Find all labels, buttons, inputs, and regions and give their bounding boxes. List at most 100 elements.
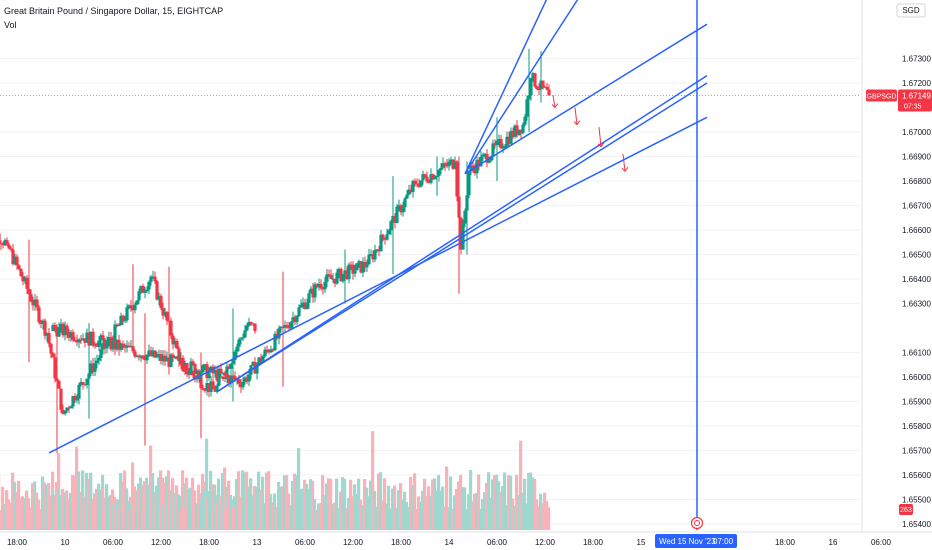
candle-body [233, 376, 237, 380]
volume-bar [53, 505, 57, 530]
candle-body [509, 131, 513, 144]
candle [45, 332, 49, 342]
candle [107, 331, 111, 342]
volume-bar [431, 479, 435, 530]
countdown-text: 07:35 [904, 103, 922, 110]
volume-bar [329, 478, 333, 530]
candle [173, 355, 177, 360]
down-arrow[interactable] [573, 107, 581, 126]
candle-body [77, 339, 81, 343]
volume-bar [209, 470, 213, 530]
volume-bar [75, 446, 79, 530]
time-tick-label: 06:00 [487, 538, 508, 547]
trend-line[interactable] [464, 0, 559, 174]
candle-body [519, 129, 523, 134]
volume-bar [539, 493, 543, 530]
candle-body [317, 283, 321, 288]
candle-body [83, 384, 87, 386]
volume-bar [445, 466, 449, 530]
volume-bar [209, 500, 213, 530]
candle [285, 321, 289, 329]
candle-body [143, 291, 147, 293]
candle [161, 302, 165, 320]
candle [341, 273, 345, 284]
candle-body [219, 376, 223, 378]
candle-body [211, 381, 215, 390]
candle-body [221, 376, 225, 379]
volume-bar [63, 499, 67, 530]
volume-bar [515, 474, 519, 530]
symbol-title[interactable]: Great Britain Pound / Singapore Dollar, … [4, 6, 224, 16]
candle [237, 337, 241, 352]
volume-bar [279, 486, 283, 530]
volume-bar [461, 487, 465, 530]
trend-line[interactable] [464, 23, 708, 175]
price-tick-label: 1.66900 [902, 153, 931, 162]
candle-body [369, 253, 373, 255]
time-axis-bg [0, 532, 862, 550]
candle-body [13, 256, 17, 265]
time-axis[interactable]: 18:00 10 06:00 12:00 18:00 13 06:00 12:00 18:00 1… [0, 531, 932, 550]
price-tick-label: 1.66100 [902, 349, 931, 358]
candle-body [203, 389, 207, 391]
volume-bar [19, 497, 23, 530]
volume-bar [283, 475, 287, 530]
candle-body [311, 288, 315, 298]
down-arrow[interactable] [621, 153, 629, 172]
candle [47, 328, 51, 348]
candle-body [35, 299, 39, 308]
candle [445, 158, 449, 169]
volume-bar [225, 486, 229, 530]
candle-body [471, 165, 475, 169]
replay-icon[interactable] [690, 516, 704, 530]
candle-body [269, 349, 273, 353]
volume-bar [183, 508, 187, 530]
trend-line[interactable] [464, 0, 595, 175]
candle [165, 351, 169, 362]
crosshair-label-bg [655, 534, 737, 548]
price-axis[interactable]: SGD 1.67300 1.67200 1.67000 1.66900 1.66800 1.… [861, 0, 932, 550]
down-arrow[interactable] [597, 127, 605, 148]
candle [357, 259, 361, 268]
time-tick-label: 06:00 [871, 538, 892, 547]
volume-bar [397, 490, 401, 530]
volume-bar [335, 478, 339, 530]
candle-body [201, 388, 205, 390]
volume-bar [483, 492, 487, 530]
volume-bar [359, 499, 363, 530]
candle [123, 343, 127, 353]
candle [163, 350, 167, 366]
candle [385, 228, 389, 241]
down-arrow[interactable] [551, 95, 559, 109]
candle [345, 266, 349, 281]
candle [33, 293, 37, 311]
volume-bar [159, 505, 163, 530]
candle-body [309, 288, 313, 294]
candle [51, 351, 55, 358]
arrow-shaft [598, 127, 602, 147]
candle-body [231, 360, 235, 364]
volume-bar [487, 472, 491, 530]
trend-line[interactable] [48, 116, 708, 454]
candle [221, 375, 225, 381]
candle [471, 161, 475, 173]
currency-label[interactable]: SGD [902, 6, 920, 15]
candle-body [449, 159, 453, 162]
arrow-head [551, 103, 559, 109]
candle [57, 322, 61, 338]
trend-line[interactable] [216, 75, 708, 393]
candle [205, 377, 209, 396]
candle-body [121, 315, 125, 322]
candle [113, 338, 117, 356]
volume-bar [485, 482, 489, 530]
candle [43, 318, 47, 340]
drawings[interactable] [48, 0, 708, 530]
candle [415, 178, 419, 188]
candle-body [239, 383, 243, 388]
candle-body [279, 326, 283, 329]
volume-bar [219, 496, 223, 530]
candle [121, 314, 125, 326]
trend-line[interactable] [216, 82, 708, 393]
